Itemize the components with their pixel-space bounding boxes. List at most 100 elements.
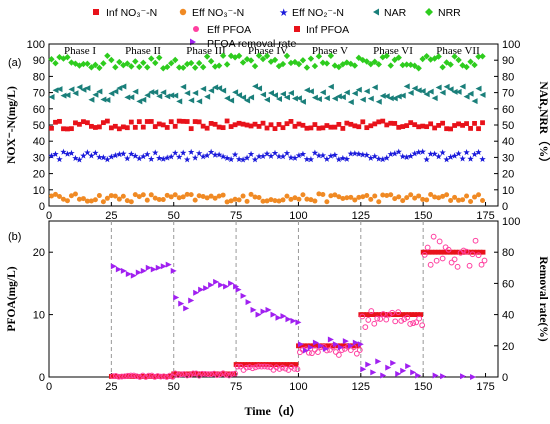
data-point <box>480 198 485 203</box>
data-point <box>482 258 487 263</box>
panel-b-label: (b) <box>8 231 21 243</box>
data-point <box>312 63 318 69</box>
data-point <box>480 120 485 125</box>
data-point <box>328 84 334 90</box>
data-point <box>468 199 473 204</box>
data-point <box>324 156 330 162</box>
data-point <box>165 125 170 130</box>
data-point <box>245 199 250 204</box>
data-point <box>304 64 310 70</box>
data-point <box>448 198 453 203</box>
data-point <box>284 194 289 199</box>
data-point <box>344 156 350 162</box>
y-tick-label: 0 <box>39 372 45 384</box>
data-point <box>433 372 439 378</box>
data-point <box>205 126 210 131</box>
data-point <box>196 98 202 104</box>
data-point <box>208 58 214 64</box>
data-point <box>295 367 300 372</box>
y2-tick-label: 100 <box>502 216 520 228</box>
x-tick-label: 75 <box>230 210 242 222</box>
data-point <box>425 245 430 250</box>
legend-marker-nrr <box>425 8 433 16</box>
data-point <box>173 294 179 300</box>
data-point <box>320 192 325 197</box>
data-point <box>437 239 442 244</box>
data-point <box>289 119 294 124</box>
data-point <box>459 155 465 161</box>
data-point <box>316 350 321 355</box>
data-point <box>117 197 122 202</box>
data-point <box>141 192 146 197</box>
data-point <box>365 362 371 368</box>
legend-marker-inf-pfoa <box>294 26 300 32</box>
data-point <box>49 126 54 131</box>
data-point <box>152 149 158 155</box>
y2-tick-label: 20 <box>502 169 514 181</box>
data-point <box>408 192 413 197</box>
data-point <box>440 121 445 126</box>
data-point <box>145 198 150 203</box>
data-point <box>460 373 466 379</box>
data-point <box>328 153 334 159</box>
y2-tick-label: 80 <box>502 247 514 259</box>
data-point <box>364 88 370 94</box>
data-point <box>120 150 126 156</box>
y-tick-label: 60 <box>33 104 45 116</box>
x-tick-label: 0 <box>46 210 52 222</box>
data-point <box>476 86 482 92</box>
data-point <box>88 97 94 103</box>
data-point <box>113 194 118 199</box>
panel-b-y2label: Removal rate(%) <box>537 256 549 341</box>
data-point <box>393 319 398 324</box>
data-point <box>396 194 401 199</box>
data-point <box>416 193 421 198</box>
data-point <box>364 193 369 198</box>
phase-label-6: Phase VI <box>373 45 413 57</box>
data-point <box>428 262 433 267</box>
data-point <box>180 84 186 90</box>
y-tick-label: 30 <box>33 152 45 164</box>
data-point <box>236 287 242 293</box>
data-point <box>476 192 481 197</box>
data-point <box>284 150 290 156</box>
data-point <box>455 264 460 269</box>
data-point <box>324 60 330 66</box>
data-point <box>188 149 194 155</box>
y2-tick-label: 90 <box>502 55 514 67</box>
x-tick-label: 175 <box>476 210 494 222</box>
y-tick-label: 20 <box>33 247 45 259</box>
data-point <box>300 192 305 197</box>
data-point <box>479 53 485 59</box>
data-point <box>204 94 210 100</box>
x-tick-label: 100 <box>289 210 307 222</box>
data-point <box>160 156 166 162</box>
x-tick-label: 100 <box>289 381 307 393</box>
data-point <box>372 84 378 90</box>
data-point <box>257 195 262 200</box>
data-point <box>348 348 353 353</box>
data-point <box>180 150 186 156</box>
y-tick-label: 10 <box>33 310 45 322</box>
x-tick-label: 75 <box>230 381 242 393</box>
data-point <box>388 62 394 68</box>
data-point <box>204 152 210 158</box>
data-point <box>340 155 346 161</box>
data-point <box>320 89 326 95</box>
data-point <box>470 374 476 380</box>
data-point <box>136 64 142 70</box>
legend-label-eff-pfoa: Eff PFOA <box>207 24 251 36</box>
y2-tick-label: 80 <box>502 71 514 83</box>
data-point <box>100 60 106 66</box>
legend-marker-nar <box>373 9 379 16</box>
data-point <box>80 152 86 158</box>
y2-tick-label: 40 <box>502 310 514 322</box>
y2-tick-label: 30 <box>502 152 514 164</box>
panel-b-frame <box>49 221 498 377</box>
y-tick-label: 90 <box>33 55 45 67</box>
data-point <box>481 250 486 255</box>
data-point <box>156 155 162 161</box>
y2-tick-label: 20 <box>502 341 514 353</box>
data-point <box>173 192 178 197</box>
